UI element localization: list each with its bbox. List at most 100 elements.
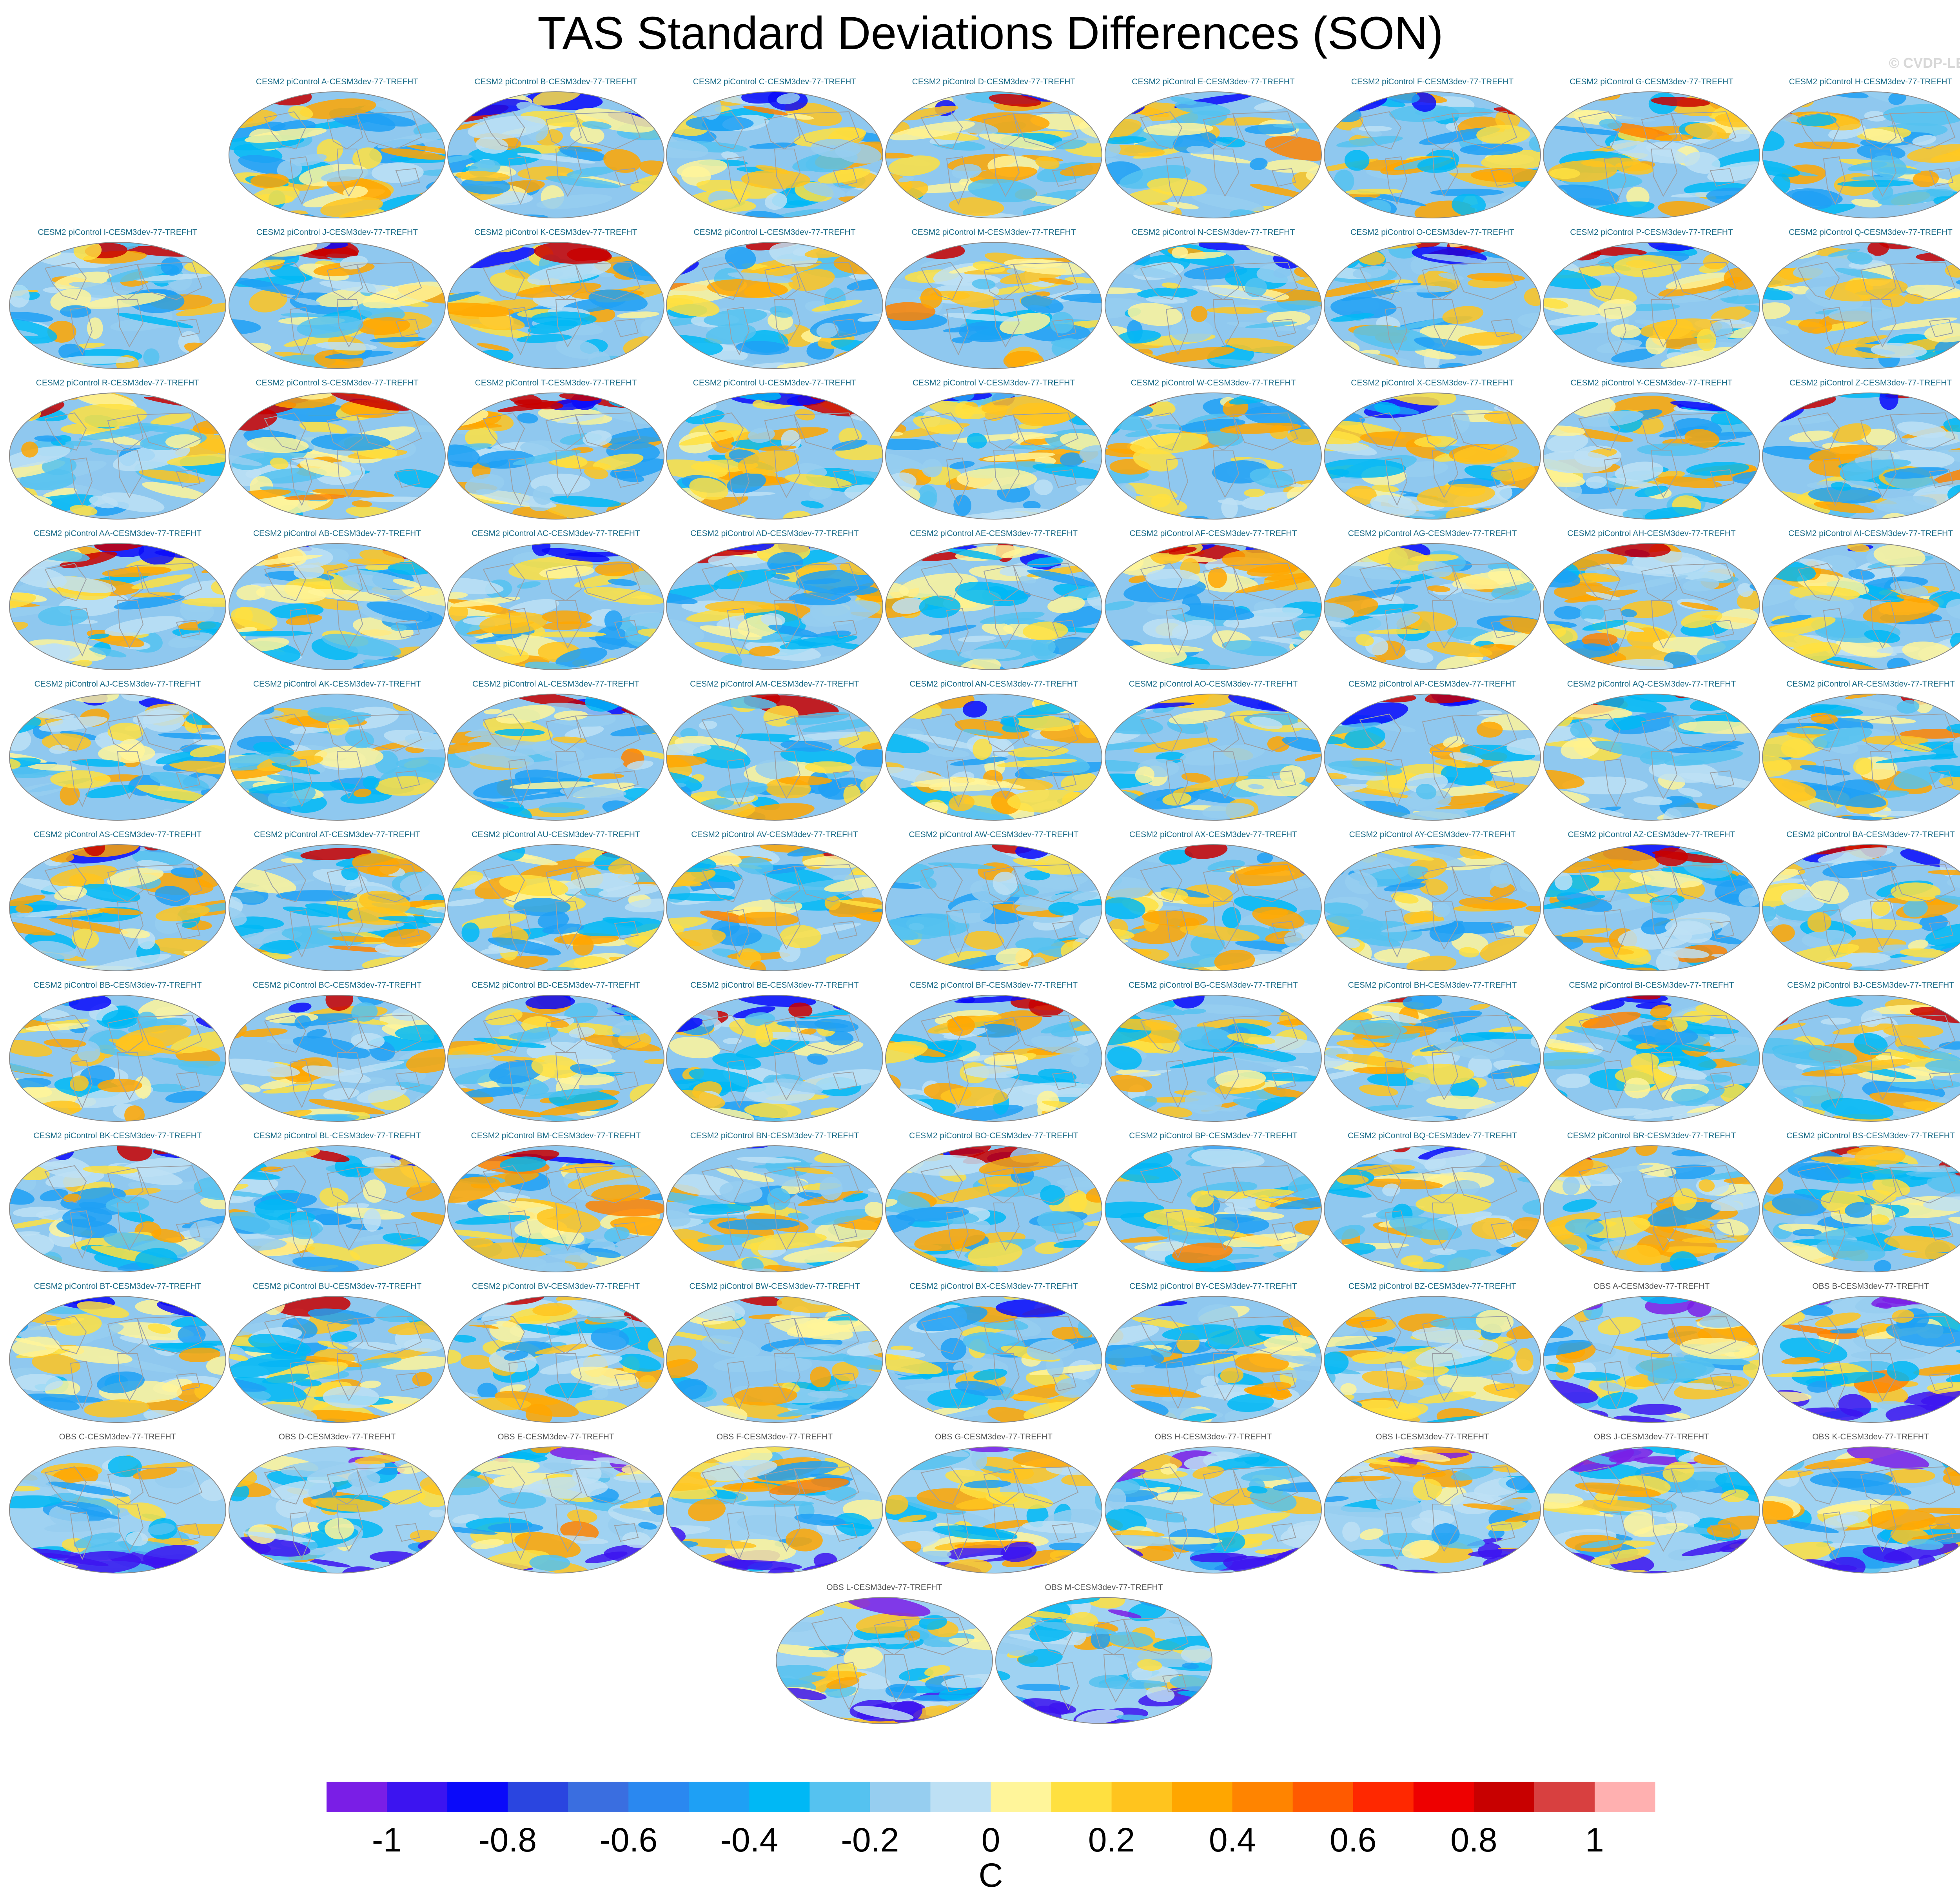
global-map: [1324, 694, 1541, 821]
map-panel: CESM2 piControl AX-CESM3dev-77-TREFHT: [1103, 829, 1323, 974]
map-panel: CESM2 piControl BX-CESM3dev-77-TREFHT: [884, 1281, 1103, 1426]
map-panel: CESM2 piControl BC-CESM3dev-77-TREFHT: [227, 979, 447, 1125]
global-map: [1543, 392, 1760, 520]
map-panel: CESM2 piControl AO-CESM3dev-77-TREFHT: [1103, 678, 1323, 823]
map-panel: CESM2 piControl BN-CESM3dev-77-TREFHT: [665, 1130, 884, 1275]
colorbar-swatch: [1172, 1782, 1233, 1812]
colorbar-tick-label: -0.8: [479, 1821, 537, 1859]
global-map: [9, 694, 226, 821]
map-panel: OBS D-CESM3dev-77-TREFHT: [227, 1431, 447, 1576]
colorbar-swatch: [930, 1782, 991, 1812]
map-panel: CESM2 piControl BU-CESM3dev-77-TREFHT: [227, 1281, 447, 1426]
map-panel: CESM2 piControl AN-CESM3dev-77-TREFHT: [884, 678, 1103, 823]
panel-title: CESM2 piControl AD-CESM3dev-77-TREFHT: [690, 529, 859, 538]
map-panel: CESM2 piControl AI-CESM3dev-77-TREFHT: [1761, 528, 1960, 673]
map-panel: CESM2 piControl AS-CESM3dev-77-TREFHT: [8, 829, 227, 974]
colorbar-swatch: [1594, 1782, 1655, 1812]
map-panel: CESM2 piControl R-CESM3dev-77-TREFHT: [8, 377, 227, 522]
panel-title: CESM2 piControl AG-CESM3dev-77-TREFHT: [1348, 529, 1517, 538]
map-panel: OBS I-CESM3dev-77-TREFHT: [1323, 1431, 1542, 1576]
map-panel: CESM2 piControl AH-CESM3dev-77-TREFHT: [1542, 528, 1761, 673]
panel-title: CESM2 piControl AT-CESM3dev-77-TREFHT: [254, 830, 421, 839]
panel-title: CESM2 piControl P-CESM3dev-77-TREFHT: [1570, 228, 1733, 237]
global-map: [9, 995, 226, 1122]
panel-title: CESM2 piControl AY-CESM3dev-77-TREFHT: [1349, 830, 1516, 839]
map-panel: CESM2 piControl K-CESM3dev-77-TREFHT: [446, 227, 666, 372]
panel-title: CESM2 piControl AK-CESM3dev-77-TREFHT: [253, 680, 421, 689]
panel-title: CESM2 piControl BP-CESM3dev-77-TREFHT: [1129, 1131, 1298, 1140]
global-map: [1324, 995, 1541, 1122]
map-panel: CESM2 piControl D-CESM3dev-77-TREFHT: [884, 76, 1103, 221]
map-panel: OBS B-CESM3dev-77-TREFHT: [1761, 1281, 1960, 1426]
global-map: [1324, 844, 1541, 971]
global-map: [666, 1296, 883, 1423]
global-map: [447, 1296, 664, 1423]
global-map: [1324, 543, 1541, 670]
map-panel: CESM2 piControl BD-CESM3dev-77-TREFHT: [446, 979, 666, 1125]
map-panel: CESM2 piControl G-CESM3dev-77-TREFHT: [1542, 76, 1761, 221]
global-map: [229, 1446, 446, 1573]
global-map: [229, 1145, 446, 1272]
map-panel: CESM2 piControl J-CESM3dev-77-TREFHT: [227, 227, 447, 372]
map-panel: OBS A-CESM3dev-77-TREFHT: [1542, 1281, 1761, 1426]
global-map: [1105, 995, 1322, 1122]
colorbar-unit-label: C: [978, 1857, 1003, 1894]
panel-title: CESM2 piControl L-CESM3dev-77-TREFHT: [693, 228, 856, 237]
map-panel: CESM2 piControl E-CESM3dev-77-TREFHT: [1103, 76, 1323, 221]
panel-title: OBS I-CESM3dev-77-TREFHT: [1376, 1432, 1489, 1441]
map-panel: CESM2 piControl AA-CESM3dev-77-TREFHT: [8, 528, 227, 673]
panel-title: CESM2 piControl AZ-CESM3dev-77-TREFHT: [1568, 830, 1735, 839]
panel-title: CESM2 piControl R-CESM3dev-77-TREFHT: [36, 378, 200, 387]
colorbar-tick-label: 1: [1585, 1821, 1604, 1859]
map-panel: CESM2 piControl AW-CESM3dev-77-TREFHT: [884, 829, 1103, 974]
panel-title: CESM2 piControl AL-CESM3dev-77-TREFHT: [472, 680, 639, 689]
global-map: [1762, 694, 1960, 821]
colorbar-swatch: [1292, 1782, 1354, 1812]
map-panel: CESM2 piControl BL-CESM3dev-77-TREFHT: [227, 1130, 447, 1275]
global-map: [885, 1446, 1102, 1573]
panel-title: CESM2 piControl K-CESM3dev-77-TREFHT: [474, 228, 637, 237]
panel-title: CESM2 piControl AJ-CESM3dev-77-TREFHT: [34, 680, 201, 689]
map-panel: CESM2 piControl AP-CESM3dev-77-TREFHT: [1323, 678, 1542, 823]
global-map: [229, 844, 446, 971]
map-panel: CESM2 piControl BZ-CESM3dev-77-TREFHT: [1323, 1281, 1542, 1426]
global-map: [447, 392, 664, 520]
global-map: [229, 242, 446, 369]
panel-title: CESM2 piControl BJ-CESM3dev-77-TREFHT: [1787, 981, 1954, 990]
global-map: [666, 91, 883, 218]
global-map: [1543, 91, 1760, 218]
panel-title: CESM2 piControl M-CESM3dev-77-TREFHT: [911, 228, 1076, 237]
map-panel: CESM2 piControl N-CESM3dev-77-TREFHT: [1103, 227, 1323, 372]
panel-title: OBS G-CESM3dev-77-TREFHT: [935, 1432, 1053, 1441]
panel-title: OBS B-CESM3dev-77-TREFHT: [1812, 1282, 1929, 1291]
map-panel: CESM2 piControl BV-CESM3dev-77-TREFHT: [446, 1281, 666, 1426]
panel-title: CESM2 piControl AQ-CESM3dev-77-TREFHT: [1567, 680, 1736, 689]
map-panel: CESM2 piControl H-CESM3dev-77-TREFHT: [1761, 76, 1960, 221]
map-panel: CESM2 piControl Z-CESM3dev-77-TREFHT: [1761, 377, 1960, 522]
global-map: [1105, 844, 1322, 971]
panel-title: CESM2 piControl BL-CESM3dev-77-TREFHT: [253, 1131, 421, 1140]
global-map: [1324, 1296, 1541, 1423]
colorbar-swatch: [1474, 1782, 1535, 1812]
panel-title: CESM2 piControl AE-CESM3dev-77-TREFHT: [909, 529, 1078, 538]
panel-title: CESM2 piControl I-CESM3dev-77-TREFHT: [38, 228, 198, 237]
map-panel: CESM2 piControl AD-CESM3dev-77-TREFHT: [665, 528, 884, 673]
map-panel: CESM2 piControl I-CESM3dev-77-TREFHT: [8, 227, 227, 372]
panel-title: CESM2 piControl BZ-CESM3dev-77-TREFHT: [1348, 1282, 1517, 1291]
panel-title: CESM2 piControl Q-CESM3dev-77-TREFHT: [1789, 228, 1953, 237]
colorbar-swatch: [1353, 1782, 1414, 1812]
map-panel: CESM2 piControl BY-CESM3dev-77-TREFHT: [1103, 1281, 1323, 1426]
panel-title: CESM2 piControl T-CESM3dev-77-TREFHT: [475, 378, 637, 387]
global-map: [9, 1296, 226, 1423]
global-map: [885, 844, 1102, 971]
panel-title: CESM2 piControl C-CESM3dev-77-TREFHT: [693, 77, 857, 86]
panel-title: CESM2 piControl BR-CESM3dev-77-TREFHT: [1567, 1131, 1736, 1140]
map-panel: CESM2 piControl BB-CESM3dev-77-TREFHT: [8, 979, 227, 1125]
map-panel: CESM2 piControl AE-CESM3dev-77-TREFHT: [884, 528, 1103, 673]
global-map: [1105, 1296, 1322, 1423]
panel-title: OBS F-CESM3dev-77-TREFHT: [716, 1432, 833, 1441]
global-map: [1105, 694, 1322, 821]
panel-title: OBS M-CESM3dev-77-TREFHT: [1045, 1583, 1163, 1592]
colorbar-swatch: [689, 1782, 750, 1812]
